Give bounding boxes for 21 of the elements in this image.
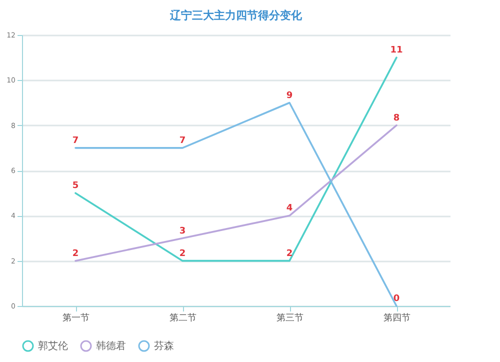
data-label: 3: [179, 226, 186, 236]
x-tick-label: 第四节: [384, 312, 410, 324]
line-series: [74, 124, 398, 262]
x-tick-label: 第三节: [276, 312, 304, 324]
data-label: 11: [390, 46, 403, 56]
data-label: 7: [179, 136, 186, 146]
data-label: 0: [393, 294, 400, 304]
data-label: 2: [286, 248, 293, 259]
legend-label: 芬森: [154, 340, 174, 352]
data-label: 5: [72, 181, 79, 192]
data-label: 9: [286, 90, 293, 101]
x-tick-label: 第二节: [170, 312, 196, 324]
chart-title: 辽宁三大主力四节得分变化: [169, 9, 303, 22]
x-tick-label: 第一节: [62, 312, 90, 324]
legend-label: 韩德君: [96, 340, 126, 352]
data-label: 2: [179, 248, 186, 259]
data-label: 4: [286, 204, 293, 214]
data-label: 8: [393, 113, 400, 124]
legend-label: 郭艾伦: [38, 340, 68, 352]
data-label: 2: [72, 248, 79, 259]
data-label: 7: [72, 136, 79, 146]
